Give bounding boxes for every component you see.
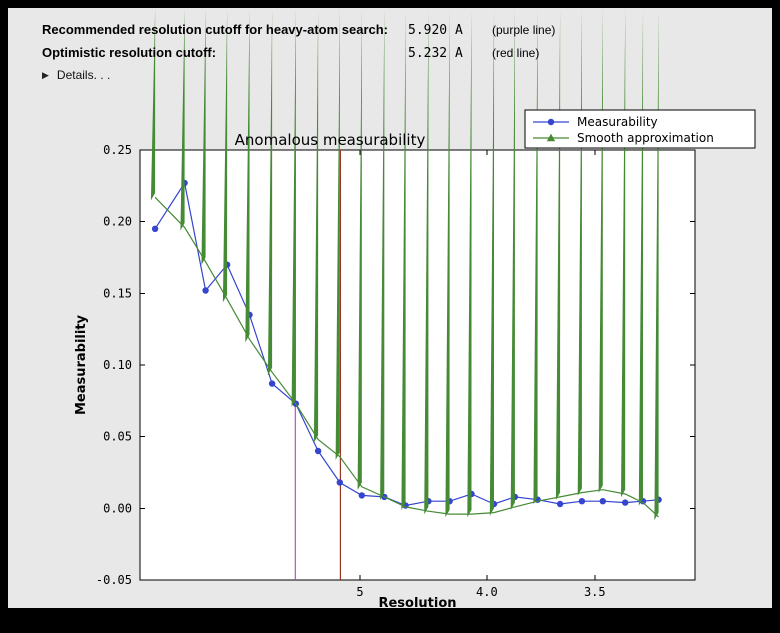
chart-title: Anomalous measurability	[235, 131, 426, 149]
disclosure-triangle-icon: ▶	[42, 69, 49, 80]
y-tick-label: 0.15	[103, 286, 132, 300]
details-label: Details. . .	[56, 68, 111, 82]
optimistic-cutoff-value: 5.232 A	[408, 46, 463, 61]
recommended-cutoff-value: 5.920 A	[408, 23, 463, 38]
results-header: Recommended resolution cutoff for heavy-…	[8, 8, 772, 82]
chart-legend: Measurability Smooth approximation	[524, 109, 756, 149]
optimistic-cutoff-label: Optimistic resolution cutoff:	[42, 45, 217, 60]
y-axis-label: Measurability	[74, 314, 89, 415]
y-tick-label: 0.20	[103, 215, 132, 229]
y-tick-label: 0.25	[103, 143, 132, 157]
y-tick-label: -0.05	[96, 573, 132, 587]
optimistic-cutoff-note: (red line)	[492, 46, 540, 60]
app-panel: Recommended resolution cutoff for heavy-…	[8, 8, 772, 608]
recommended-cutoff-note: (purple line)	[492, 23, 556, 37]
details-toggle[interactable]: ▶ Details. . .	[42, 68, 110, 82]
legend-entry-label: Smooth approximation	[577, 131, 714, 145]
x-axis-label: Resolution	[378, 596, 456, 608]
y-tick-label: 0.10	[103, 358, 132, 372]
optimistic-cutoff-row: Optimistic resolution cutoff: 5.232 A (r…	[42, 45, 772, 61]
plot-area	[139, 149, 696, 581]
x-tick-label: 4.0	[476, 585, 498, 599]
recommended-cutoff-row: Recommended resolution cutoff for heavy-…	[42, 22, 772, 38]
x-tick-label: 5	[356, 585, 363, 599]
y-tick-label: 0.00	[103, 501, 132, 515]
legend-entry-label: Measurability	[577, 115, 658, 129]
recommended-cutoff-label: Recommended resolution cutoff for heavy-…	[42, 22, 389, 37]
x-tick-label: 3.5	[584, 585, 606, 599]
anomalous-measurability-chart: -0.05 0.00 0.05 0.10 0.15 0.20 0.25 5 4.0 3.5 Anom…	[74, 8, 756, 608]
y-tick-label: 0.05	[103, 430, 132, 444]
